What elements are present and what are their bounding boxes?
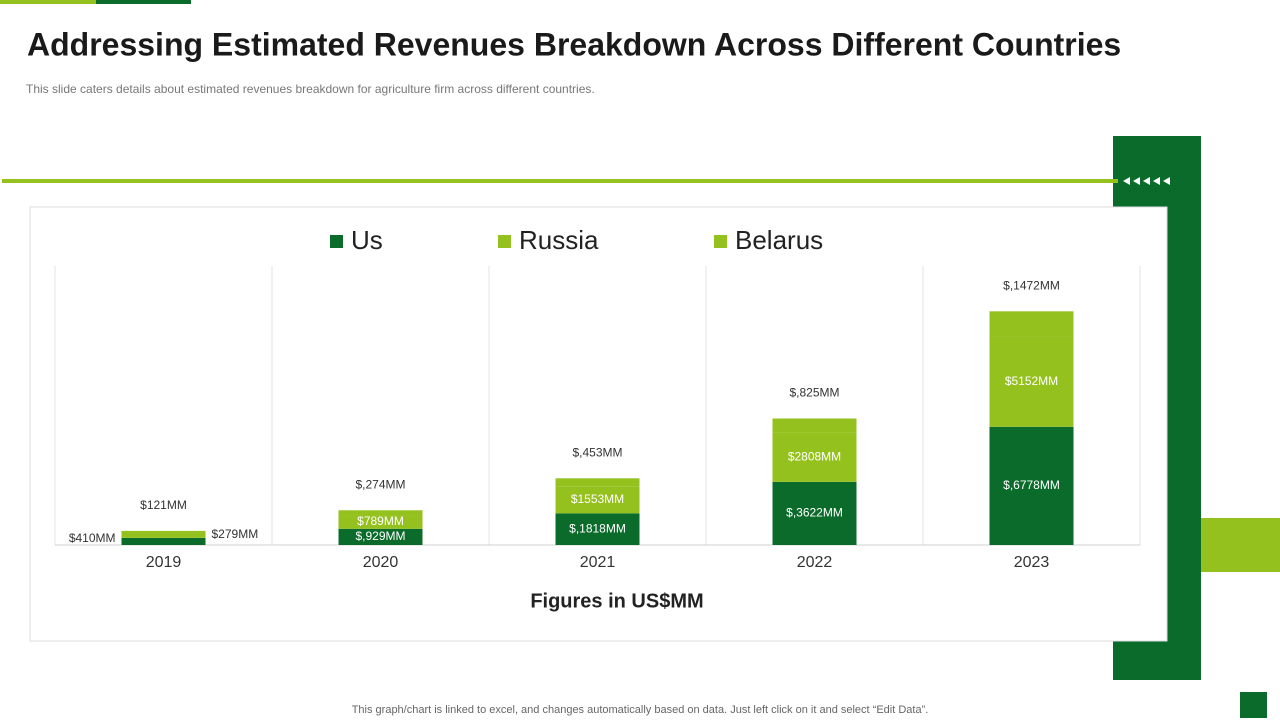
bar-segment: [989, 336, 1074, 427]
bar-segment: [121, 532, 206, 538]
bar-segment: [555, 478, 640, 487]
divider-line: [2, 179, 1118, 183]
side-accent: [1201, 518, 1280, 572]
legend-label: Belarus: [735, 225, 823, 255]
legend-swatch: [714, 235, 727, 248]
bar-segment: [338, 510, 423, 516]
data-label: $789MM: [357, 514, 404, 528]
x-tick-label: 2021: [580, 554, 616, 571]
bar-segment: [121, 537, 206, 545]
bar-segment: [989, 426, 1074, 545]
bar-segment: [555, 486, 640, 514]
arrows: [1123, 177, 1170, 185]
title: Addressing Estimated Revenues Breakdown …: [27, 26, 1121, 62]
data-label: $279MM: [212, 527, 259, 541]
x-tick-label: 2023: [1014, 554, 1050, 571]
x-axis-title: Figures in US$MM: [530, 590, 703, 612]
subtitle: This slide caters details about estimate…: [26, 82, 595, 96]
data-label: $,1818MM: [569, 521, 626, 535]
bar-segment: [555, 513, 640, 545]
legend-swatch: [330, 235, 343, 248]
footnote: This graph/chart is linked to excel, and…: [352, 704, 929, 716]
plot: Us Russia Belarus 2019 $410MM $279MM $121MM 202…: [54, 225, 1141, 571]
x-tick-label: 2022: [797, 554, 833, 571]
legend-swatch: [498, 235, 511, 248]
legend-label: Us: [351, 225, 383, 255]
data-label: $,929MM: [355, 529, 405, 543]
top-accent: [96, 0, 191, 4]
x-tick-label: 2020: [363, 554, 399, 571]
data-label: $,274MM: [355, 477, 405, 491]
bar-segment: [772, 481, 857, 545]
data-label: $,3622MM: [786, 506, 843, 520]
data-label: $,6778MM: [1003, 478, 1060, 492]
bar-segment: [772, 432, 857, 482]
chart-panel: [29, 206, 1168, 642]
corner-square: [1240, 692, 1267, 718]
data-label: $5152MM: [1005, 374, 1058, 388]
bar-segment: [338, 528, 423, 545]
bar-segment: [989, 311, 1074, 337]
data-label: $,825MM: [789, 386, 839, 400]
data-label: $,1472MM: [1003, 278, 1060, 292]
data-label: $,453MM: [572, 445, 622, 459]
bar-segment: [772, 418, 857, 433]
bar-segment: [121, 530, 206, 533]
top-accent: [0, 0, 96, 4]
bar-segment: [338, 515, 423, 529]
legend-label: Russia: [519, 225, 599, 255]
data-label: $410MM: [69, 531, 116, 545]
data-label: $2808MM: [788, 450, 841, 464]
data-label: $1553MM: [571, 492, 624, 506]
x-tick-label: 2019: [146, 554, 182, 571]
data-label: $121MM: [140, 498, 187, 512]
